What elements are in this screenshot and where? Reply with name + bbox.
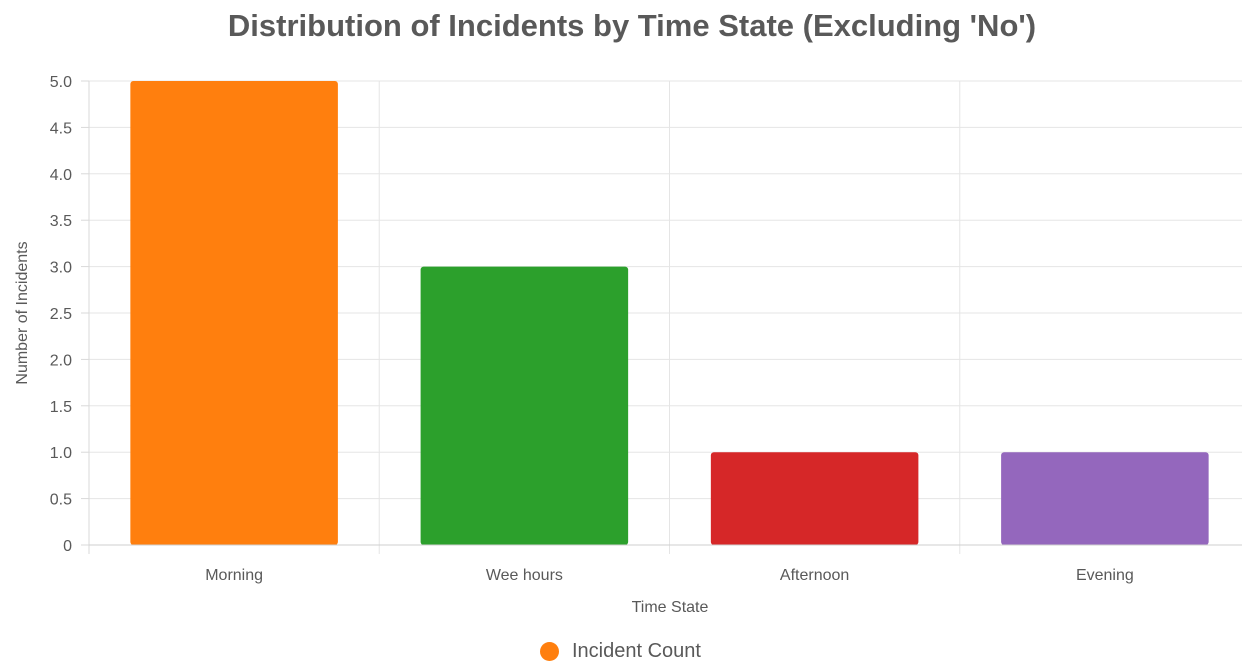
- y-tick-label: 0: [63, 538, 72, 555]
- bar-morning[interactable]: [130, 81, 338, 545]
- y-tick-label: 1.0: [50, 445, 72, 462]
- bar-afternoon[interactable]: [710, 452, 919, 545]
- y-tick-label: 2.5: [50, 306, 72, 323]
- legend-label: Incident Count: [572, 640, 701, 662]
- x-tick-label: Afternoon: [780, 567, 849, 584]
- y-tick-label: 4.5: [50, 120, 72, 137]
- x-tick-label: Wee hours: [486, 567, 563, 584]
- bars: [130, 81, 1209, 545]
- x-tick-label: Evening: [1076, 567, 1134, 584]
- axes: [81, 80, 1242, 554]
- y-tick-label: 0.5: [50, 492, 72, 509]
- y-tick-label: 2.0: [50, 352, 72, 369]
- y-tick-label: 3.5: [50, 213, 72, 230]
- y-tick-label: 5.0: [50, 74, 72, 91]
- tick-labels: 0 0.5 1.0 1.5 2.0 2.5 3.0 3.5 4.0 4.5 5.0 Morning We…: [50, 74, 1134, 584]
- y-axis-title: Number of Incidents: [14, 241, 31, 384]
- bar-evening[interactable]: [1001, 452, 1209, 545]
- chart-title: Distribution of Incidents by Time State …: [227, 8, 1037, 43]
- legend[interactable]: Incident Count: [540, 640, 701, 663]
- bar-wee-hours[interactable]: [420, 266, 629, 545]
- x-axis-title: Time State: [632, 599, 709, 616]
- y-tick-label: 1.5: [50, 399, 72, 416]
- legend-swatch-icon: [540, 642, 559, 661]
- y-tick-label: 3.0: [50, 260, 72, 277]
- x-tick-label: Morning: [205, 567, 263, 584]
- y-tick-label: 4.0: [50, 167, 72, 184]
